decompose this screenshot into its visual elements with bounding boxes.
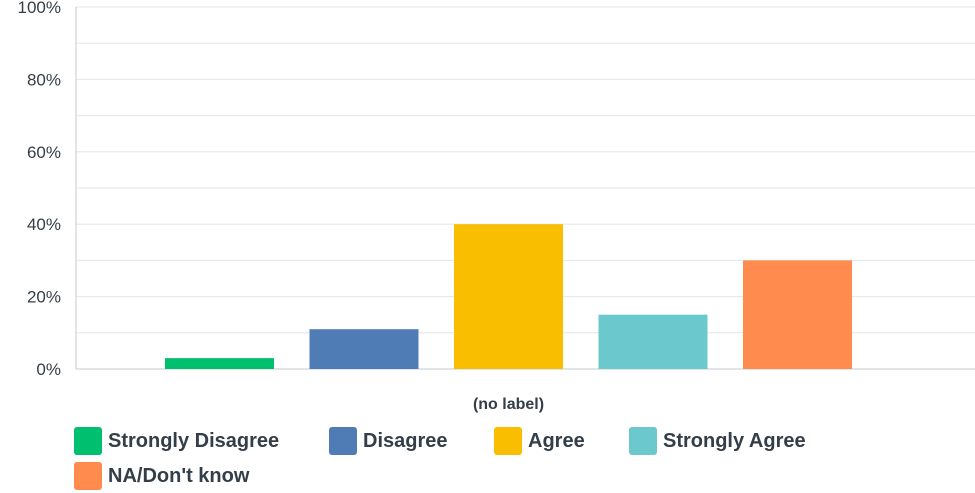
legend-label: Strongly Disagree: [108, 429, 280, 452]
legend-label: Disagree: [363, 429, 448, 452]
legend-swatch: [74, 462, 102, 490]
y-tick-label: 100%: [18, 0, 61, 17]
legend-item: Strongly Disagree: [74, 426, 279, 456]
legend-label: Agree: [528, 429, 585, 452]
bar-disagree: [309, 329, 419, 369]
gridlines: [76, 6, 975, 334]
legend-label: NA/Don't know: [108, 464, 250, 487]
legend-label: Strongly Agree: [663, 429, 806, 452]
bar-strongly-agree: [598, 314, 708, 369]
y-tick-label: 20%: [27, 288, 61, 307]
bar-strongly-disagree: [165, 358, 274, 369]
legend-swatch: [329, 427, 357, 455]
y-tick-label: 0%: [36, 360, 61, 379]
legend-item: Disagree: [329, 426, 448, 456]
bar-agree: [454, 224, 563, 369]
bars: [165, 224, 852, 369]
legend-swatch: [74, 427, 102, 455]
legend-swatch: [494, 427, 522, 455]
x-category-label: (no label): [473, 396, 544, 413]
legend-item: Agree: [494, 426, 585, 456]
legend-item: NA/Don't know: [74, 461, 249, 491]
y-tick-label: 60%: [27, 143, 61, 162]
bar-na-don-t-know: [743, 260, 852, 369]
legend-item: Strongly Agree: [629, 426, 806, 456]
labels: 0% 20% 40% 60% 80% 100% (no label): [18, 0, 545, 413]
legend-swatch: [629, 427, 657, 455]
y-tick-label: 40%: [27, 215, 61, 234]
y-tick-label: 80%: [27, 70, 61, 89]
